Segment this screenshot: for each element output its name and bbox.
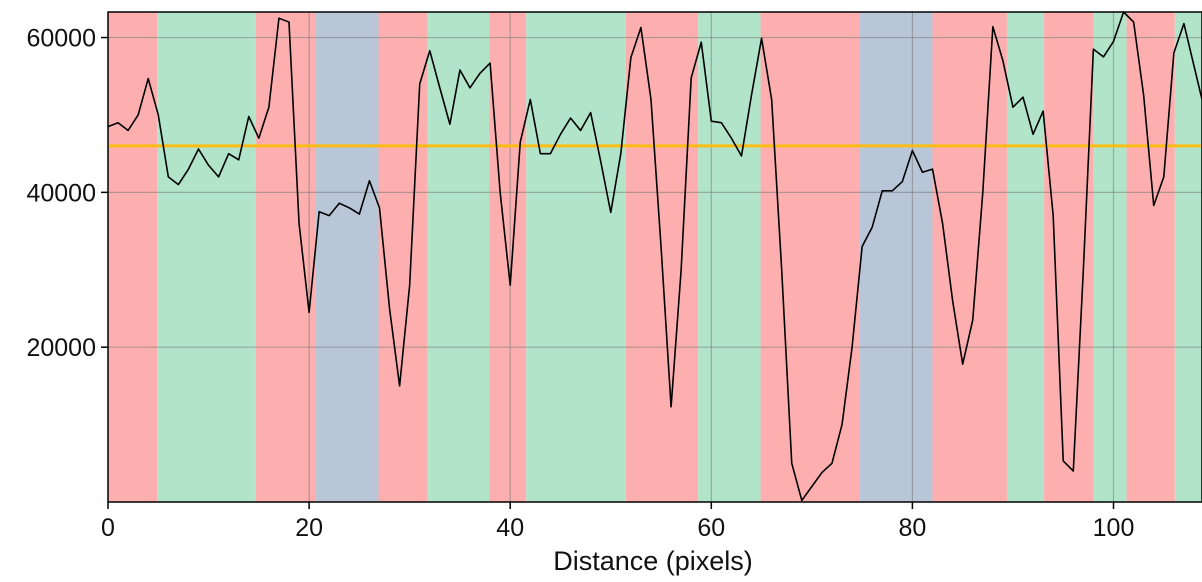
band-green-5 <box>427 12 490 502</box>
plot-frame <box>107 11 1202 503</box>
x-tick-label: 40 <box>496 514 524 542</box>
band-blue-11 <box>859 12 933 502</box>
x-tick-label: 80 <box>899 514 927 542</box>
band-green-9 <box>698 12 761 502</box>
band-red-14 <box>1044 12 1094 502</box>
band-blue-3 <box>315 12 379 502</box>
band-green-17 <box>1174 12 1202 502</box>
band-red-12 <box>932 12 1007 502</box>
band-green-1 <box>157 12 256 502</box>
band-red-16 <box>1126 12 1175 502</box>
x-tick-label: 60 <box>697 514 725 542</box>
y-tick-label: 40000 <box>26 179 96 207</box>
series-line <box>107 11 1202 502</box>
band-layer <box>108 12 1202 502</box>
x-tick-label: 0 <box>101 514 115 542</box>
y-tick-label: 60000 <box>26 25 96 53</box>
band-green-7 <box>526 12 626 502</box>
x-tick-label: 100 <box>1093 514 1135 542</box>
x-axis-label: Distance (pixels) <box>553 546 753 576</box>
band-red-10 <box>760 12 860 502</box>
band-red-0 <box>108 12 158 502</box>
series-layer <box>107 11 1202 502</box>
x-tick-label: 20 <box>295 514 323 542</box>
band-green-15 <box>1093 12 1127 502</box>
band-green-13 <box>1006 12 1045 502</box>
band-red-2 <box>255 12 316 502</box>
frame-layer <box>107 11 1202 503</box>
y-tick-label: 20000 <box>26 334 96 362</box>
tick-layer: 0 20 40 60 80 100 20000 40000 60000 <box>26 25 1134 542</box>
